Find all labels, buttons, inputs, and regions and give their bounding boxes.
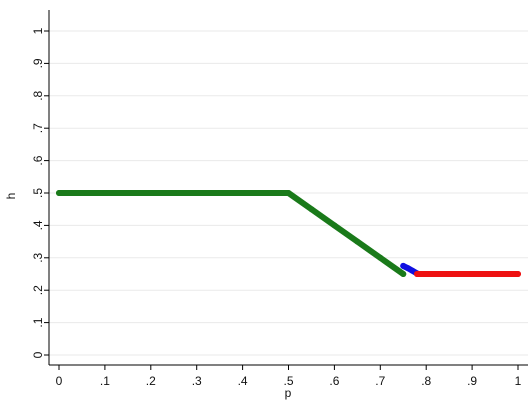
y-tick-label: .8 <box>31 90 45 100</box>
x-tick-label: .9 <box>467 374 477 388</box>
data-point <box>101 190 108 196</box>
data-point <box>124 190 131 196</box>
y-tick-label: 1 <box>31 27 45 34</box>
data-point <box>331 222 338 229</box>
x-tick-label: .1 <box>100 374 110 388</box>
y-tick-label: .5 <box>31 188 45 198</box>
y-tick-label: .6 <box>31 155 45 165</box>
series <box>56 190 521 277</box>
data-point <box>56 190 62 196</box>
data-point <box>354 238 361 245</box>
y-tick-label: 0 <box>31 351 45 358</box>
data-point <box>377 254 384 261</box>
x-ticks: 0 .1 .2 .3 .4 .5 .6 .7 .8 .9 1 <box>56 365 522 388</box>
data-point <box>216 190 223 196</box>
x-tick-label: .2 <box>146 374 156 388</box>
x-tick-label: .8 <box>421 374 431 388</box>
x-tick-label: .7 <box>375 374 385 388</box>
data-point <box>414 271 421 277</box>
series-3 <box>414 271 521 277</box>
data-point <box>492 271 499 277</box>
y-ticks: 0 .1 .2 .3 .4 .5 .6 .7 .8 .9 1 <box>31 27 49 358</box>
y-axis-label: h <box>4 193 18 200</box>
y-tick-label: .4 <box>31 220 45 230</box>
data-point <box>515 271 521 277</box>
x-tick-label: .6 <box>329 374 339 388</box>
x-tick-label: .3 <box>192 374 202 388</box>
data-point <box>404 265 411 272</box>
y-tick-label: .3 <box>31 252 45 262</box>
x-tick-label: 0 <box>56 374 63 388</box>
series-line <box>56 190 407 277</box>
data-point <box>262 190 269 196</box>
data-point <box>308 206 315 213</box>
data-point <box>409 267 416 274</box>
x-axis-label: p <box>285 386 292 400</box>
data-point <box>400 262 407 269</box>
data-point <box>285 190 292 196</box>
x-tick-label: 1 <box>515 374 522 388</box>
y-tick-label: .9 <box>31 58 45 68</box>
x-tick-label: .5 <box>283 374 293 388</box>
data-point <box>170 190 177 196</box>
data-point <box>193 190 200 196</box>
x-tick-label: .4 <box>238 374 248 388</box>
data-point <box>400 271 407 277</box>
data-point <box>239 190 246 196</box>
y-tick-label: .2 <box>31 285 45 295</box>
data-point <box>423 271 430 277</box>
y-tick-label: .7 <box>31 123 45 133</box>
data-point <box>446 271 453 277</box>
data-point <box>147 190 154 196</box>
data-point <box>78 190 85 196</box>
series-1 <box>56 190 407 277</box>
y-tick-label: .1 <box>31 317 45 327</box>
data-point <box>469 271 476 277</box>
